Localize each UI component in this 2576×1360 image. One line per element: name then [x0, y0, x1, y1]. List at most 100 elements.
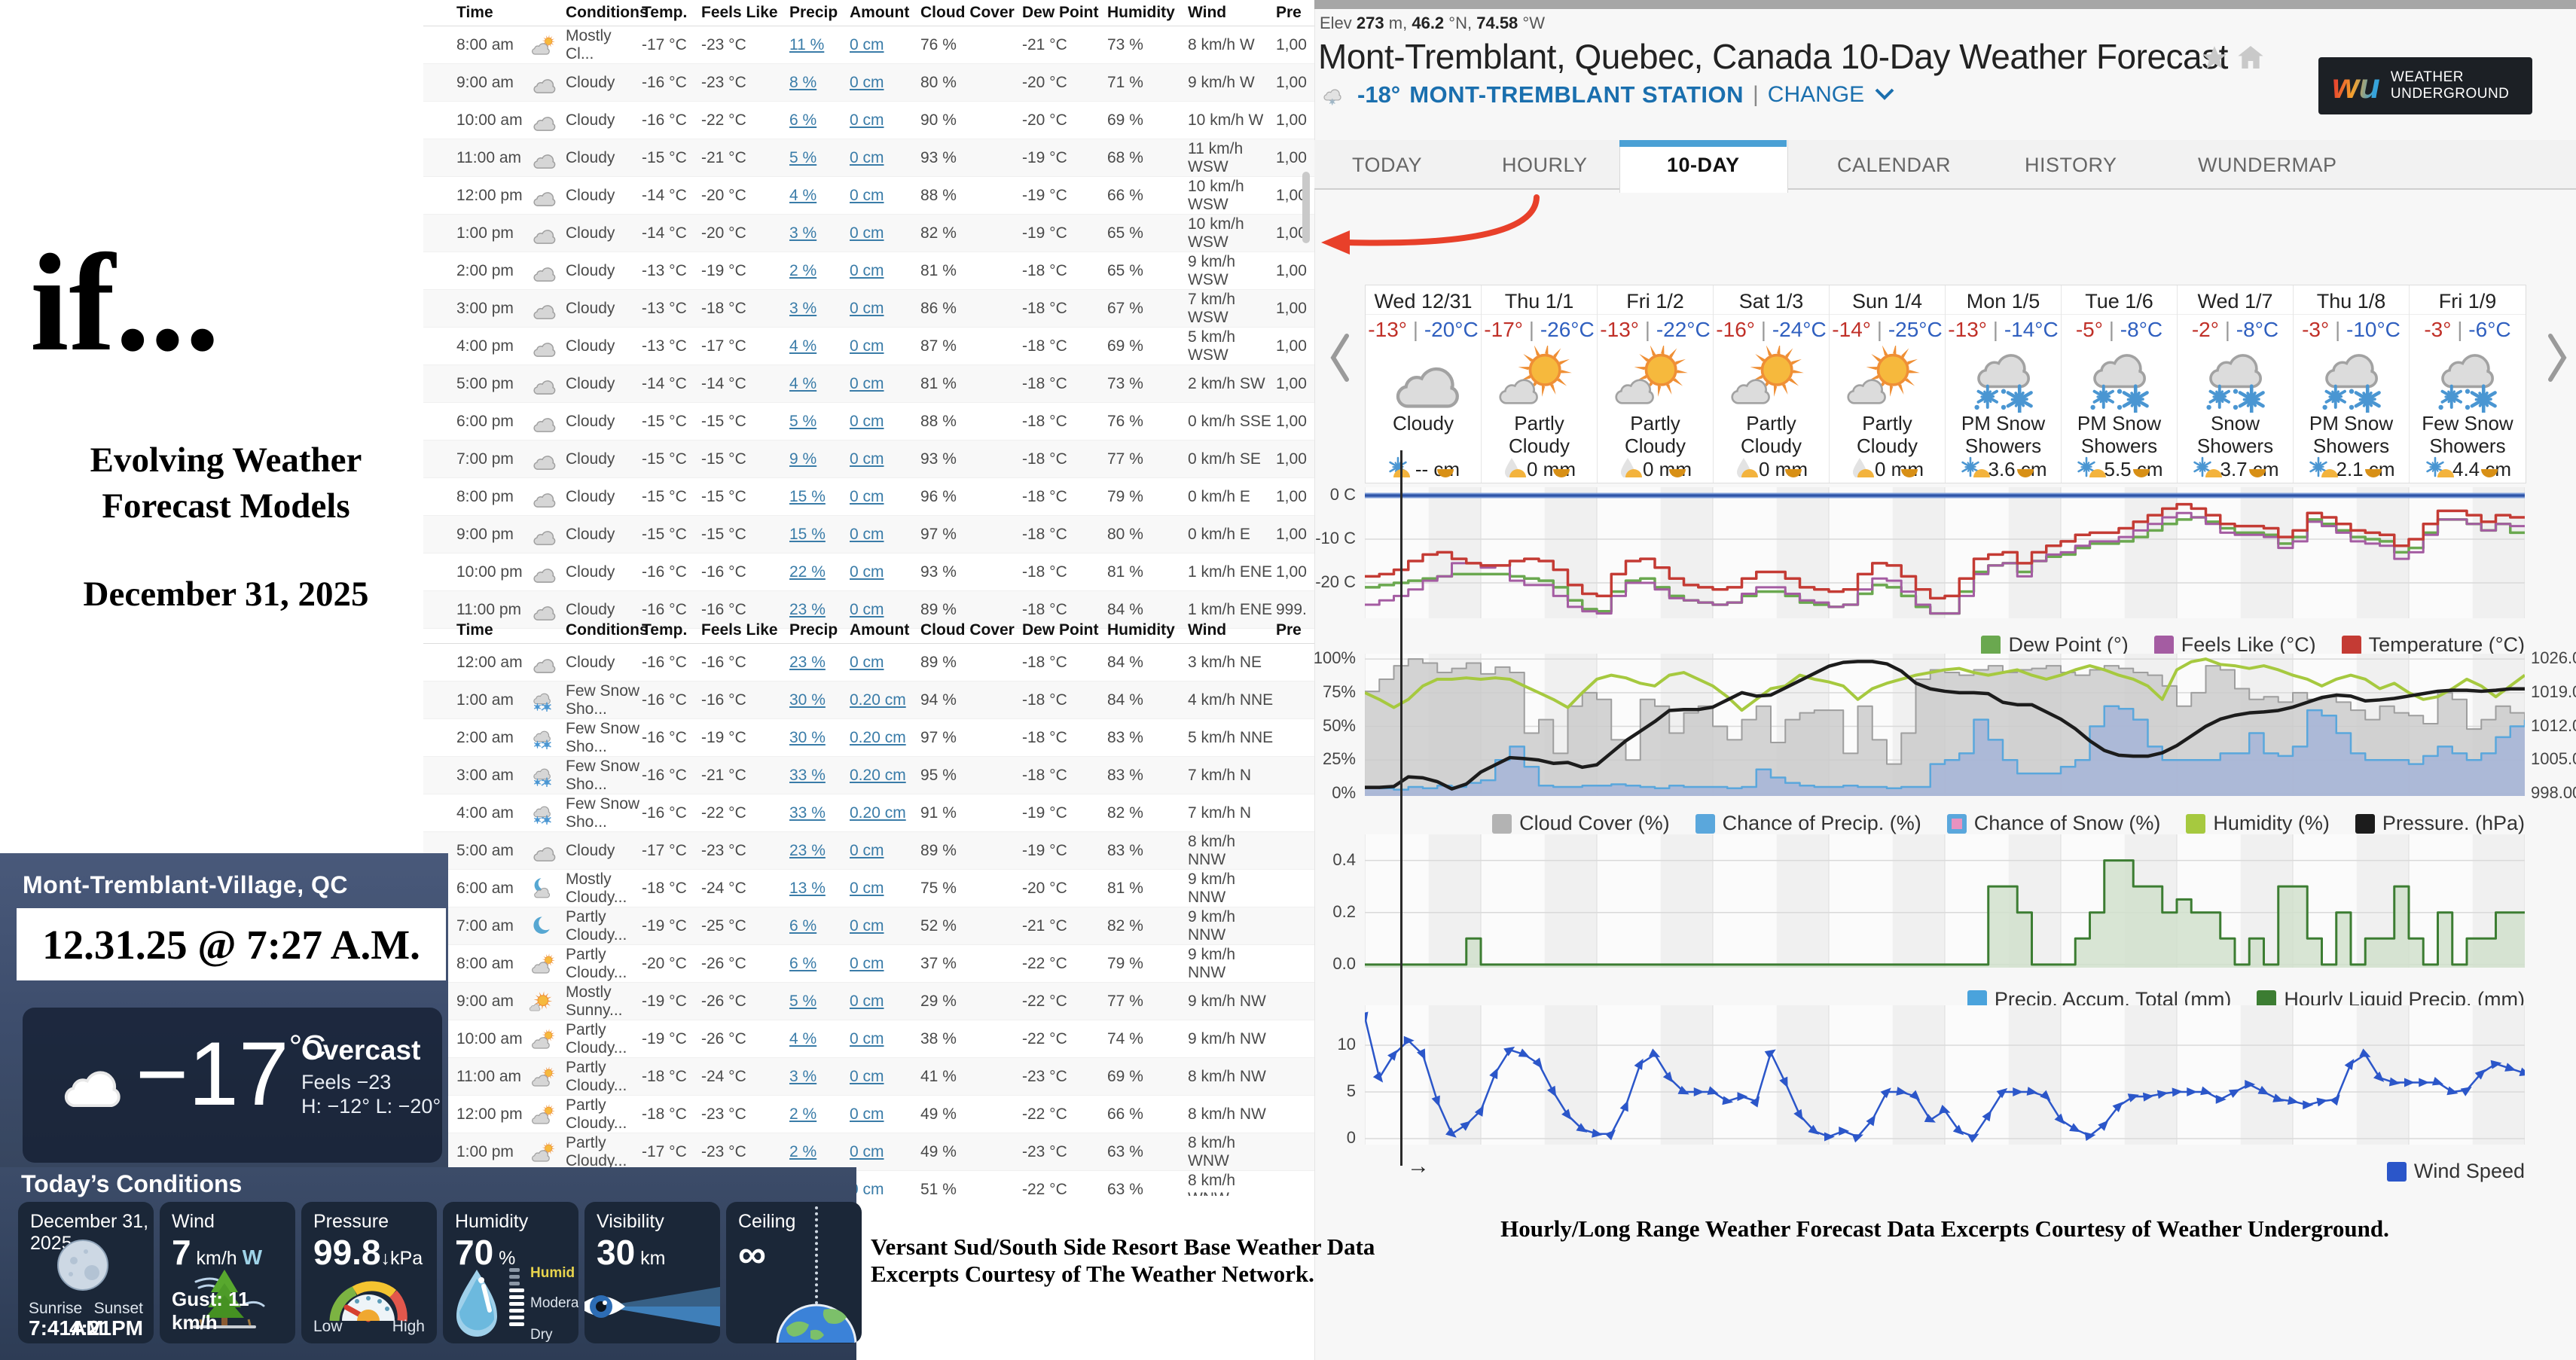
cell-precip-link[interactable]: 15 %: [789, 525, 826, 543]
cell-precip-link[interactable]: 6 %: [789, 916, 817, 935]
mooncloud-icon: [528, 877, 566, 900]
cell-amount-link[interactable]: 0 cm: [850, 841, 884, 859]
cell-amount-link[interactable]: 0 cm: [850, 73, 884, 91]
change-station-link[interactable]: CHANGE: [1767, 82, 1865, 107]
cell-time: 10:00 am: [456, 111, 523, 129]
cell-precip-link[interactable]: 3 %: [789, 1067, 817, 1085]
tab-history[interactable]: HISTORY: [2025, 154, 2117, 176]
table-scrollbar-thumb[interactable]: [1302, 172, 1310, 243]
snowcloud-icon: [528, 727, 566, 749]
forecast-day-card[interactable]: Mon 1/5 -13° | -14°C PM Snow Showers 3.6…: [1946, 285, 2062, 483]
cell-precip-link[interactable]: 4 %: [789, 186, 817, 204]
card-title: Visibility: [597, 1211, 664, 1232]
cell-amount-link[interactable]: 0 cm: [850, 916, 884, 935]
cell-amount-link[interactable]: 0 cm: [850, 992, 884, 1010]
cell-precip-link[interactable]: 3 %: [789, 299, 817, 317]
left-date-line: December 31, 2025: [83, 575, 369, 614]
cell-amount-link[interactable]: 0.20 cm: [850, 691, 906, 709]
cell-precip-link[interactable]: 30 %: [789, 691, 826, 709]
cell-amount-link[interactable]: 0 cm: [850, 487, 884, 505]
cell-precip-link[interactable]: 2 %: [789, 1105, 817, 1123]
cell-precip-link[interactable]: 3 %: [789, 224, 817, 242]
table-row: 10:00 am Partly Cloudy... -19 °C -26 °C …: [423, 1020, 1314, 1058]
forecast-day-card[interactable]: Thu 1/1 -17° | -26°C Partly Cloudy 0 mm: [1482, 285, 1598, 483]
forecast-day-card[interactable]: Thu 1/8 -3° | -10°C PM Snow Showers 2.1 …: [2294, 285, 2410, 483]
cell-precip-link[interactable]: 15 %: [789, 487, 826, 505]
cell-amount-link[interactable]: 0 cm: [850, 1180, 884, 1197]
home-icon[interactable]: [2236, 42, 2266, 76]
cell-precip-link[interactable]: 11 %: [789, 35, 825, 53]
cell-precip-link[interactable]: 33 %: [789, 803, 826, 822]
cell-amount-link[interactable]: 0 cm: [850, 35, 884, 53]
cell-amount-link[interactable]: 0 cm: [850, 525, 884, 543]
cell-amount-link[interactable]: 0 cm: [850, 111, 884, 129]
tab-wundermap[interactable]: WUNDERMAP: [2198, 154, 2337, 176]
cell-amount-link[interactable]: 0 cm: [850, 600, 884, 618]
left-title-line2: Forecast Models: [102, 486, 350, 526]
cell-dew-point: -22 °C: [1022, 992, 1067, 1010]
forecast-day-card[interactable]: Fri 1/2 -13° | -22°C Partly Cloudy 0 mm: [1598, 285, 1714, 483]
carousel-prev-icon[interactable]: [1327, 331, 1353, 388]
cell-amount-link[interactable]: 0 cm: [850, 224, 884, 242]
cell-precip-link[interactable]: 2 %: [789, 1142, 817, 1160]
cell-amount-link[interactable]: 0 cm: [850, 412, 884, 430]
cell-amount-link[interactable]: 0 cm: [850, 1029, 884, 1047]
forecast-day-card[interactable]: Wed 1/7 -2° | -8°C Snow Showers 3.7 cm: [2178, 285, 2294, 483]
cell-precip-link[interactable]: 30 %: [789, 728, 826, 746]
day-condition: Partly Cloudy: [1625, 412, 1686, 457]
cell-precip-link[interactable]: 5 %: [789, 148, 817, 166]
cell-time: 8:00 am: [456, 35, 514, 53]
cell-amount-link[interactable]: 0 cm: [850, 1105, 884, 1123]
tab-calendar[interactable]: CALENDAR: [1837, 154, 1952, 176]
tab-hourly[interactable]: HOURLY: [1502, 154, 1588, 176]
cell-amount-link[interactable]: 0.20 cm: [850, 728, 906, 746]
cell-precip-link[interactable]: 5 %: [789, 412, 817, 430]
forecast-day-card[interactable]: Sun 1/4 -14° | -25°C Partly Cloudy 0 mm: [1830, 285, 1946, 483]
cell-amount-link[interactable]: 0 cm: [850, 299, 884, 317]
forecast-day-card[interactable]: Wed 12/31 -13° | -20°C Cloudy -- cm: [1366, 285, 1482, 483]
cell-amount-link[interactable]: 0 cm: [850, 450, 884, 468]
cell-precip-link[interactable]: 22 %: [789, 563, 826, 581]
cell-precip-link[interactable]: 33 %: [789, 766, 826, 784]
cell-amount-link[interactable]: 0 cm: [850, 563, 884, 581]
cell-amount-link[interactable]: 0 cm: [850, 148, 884, 166]
cell-temp: -16 °C: [642, 728, 687, 746]
cell-precip-link[interactable]: 23 %: [789, 841, 826, 859]
tab-today[interactable]: TODAY: [1352, 154, 1423, 176]
forecast-day-card[interactable]: Tue 1/6 -5° | -8°C PM Snow Showers 5.5 c…: [2062, 285, 2178, 483]
cell-precip-link[interactable]: 2 %: [789, 261, 817, 279]
cell-amount-link[interactable]: 0.20 cm: [850, 803, 906, 822]
cell-precip-link[interactable]: 6 %: [789, 111, 817, 129]
cell-amount-link[interactable]: 0 cm: [850, 186, 884, 204]
forecast-day-card[interactable]: Sat 1/3 -16° | -24°C Partly Cloudy 0 mm: [1714, 285, 1830, 483]
tab-10-day[interactable]: 10-DAY: [1667, 154, 1740, 176]
station-name[interactable]: MONT-TREMBLANT STATION: [1409, 81, 1744, 108]
cell-amount-link[interactable]: 0 cm: [850, 374, 884, 392]
forecast-day-card[interactable]: Fri 1/9 -3° | -6°C Few Snow Showers 4.4 …: [2410, 285, 2526, 483]
chevron-down-icon[interactable]: [1873, 85, 1896, 105]
cell-precip-link[interactable]: 8 %: [789, 73, 817, 91]
cell-precip-link[interactable]: 23 %: [789, 600, 826, 618]
cell-precip-link[interactable]: 4 %: [789, 374, 817, 392]
favorite-star-icon[interactable]: [2200, 44, 2229, 76]
top-gray-strip: [1314, 0, 2576, 9]
cell-amount-link[interactable]: 0.20 cm: [850, 766, 906, 784]
cell-amount-link[interactable]: 0 cm: [850, 337, 884, 355]
cell-amount-link[interactable]: 0 cm: [850, 261, 884, 279]
cell-amount-link[interactable]: 0 cm: [850, 653, 884, 671]
cell-precip-link[interactable]: 5 %: [789, 992, 817, 1010]
cell-precip-link[interactable]: 6 %: [789, 954, 817, 972]
cell-amount-link[interactable]: 0 cm: [850, 879, 884, 897]
cell-precip-link[interactable]: 23 %: [789, 653, 826, 671]
cell-precip-link[interactable]: 4 %: [789, 1029, 817, 1047]
cell-condition: Cloudy: [566, 653, 615, 671]
wu-logo-mark: wu: [2332, 66, 2380, 105]
cell-amount-link[interactable]: 0 cm: [850, 954, 884, 972]
cell-amount-link[interactable]: 0 cm: [850, 1142, 884, 1160]
cell-precip-link[interactable]: 9 %: [789, 450, 817, 468]
cell-precip-link[interactable]: 4 %: [789, 337, 817, 355]
cell-precip-link[interactable]: 13 %: [789, 879, 826, 897]
day-label: Fri 1/9: [2410, 285, 2526, 315]
carousel-next-icon[interactable]: [2544, 331, 2570, 388]
cell-amount-link[interactable]: 0 cm: [850, 1067, 884, 1085]
